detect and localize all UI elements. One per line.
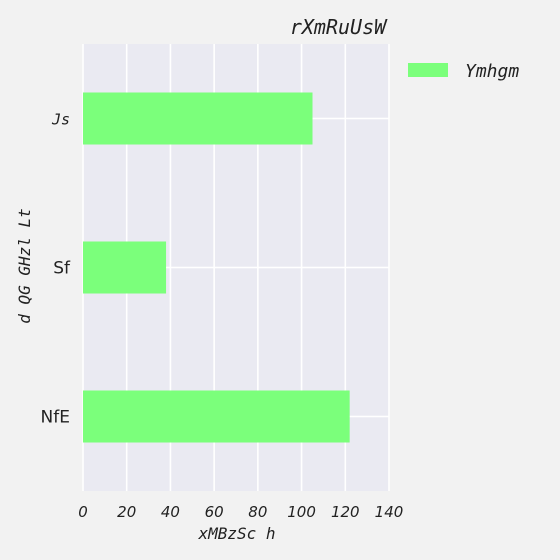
bar-nfe [83, 390, 350, 443]
legend-label-ymhgm: Ymhgm [465, 61, 519, 82]
x-tick-label: 140 [375, 503, 404, 521]
x-tick-label: 60 [205, 503, 224, 521]
legend-swatch-ymhgm [408, 63, 448, 77]
bar-js [83, 92, 313, 145]
x-tick-label: 120 [331, 503, 360, 521]
x-tick-label: 80 [248, 503, 267, 521]
x-tick-label: 100 [287, 503, 316, 521]
x-axis-label: xMBzSc h [197, 524, 275, 543]
x-tick-label: 0 [78, 503, 88, 521]
y-tick-labels: Js Sf NfE [41, 111, 71, 428]
bar-sf [83, 241, 167, 294]
y-tick-label: Sf [53, 259, 71, 279]
x-tick-label: 40 [161, 503, 180, 521]
x-tick-labels: 0 20 40 60 80 100 120 140 [78, 503, 403, 521]
y-tick-label: NfE [41, 408, 70, 428]
chart-title: rXmRuUsW [290, 15, 388, 39]
y-axis-label: d QG GHzl Lt [15, 208, 34, 324]
x-tick-label: 20 [117, 503, 136, 521]
y-tick-label: Js [51, 111, 70, 129]
legend: Ymhgm [408, 61, 519, 82]
bars [83, 92, 350, 443]
